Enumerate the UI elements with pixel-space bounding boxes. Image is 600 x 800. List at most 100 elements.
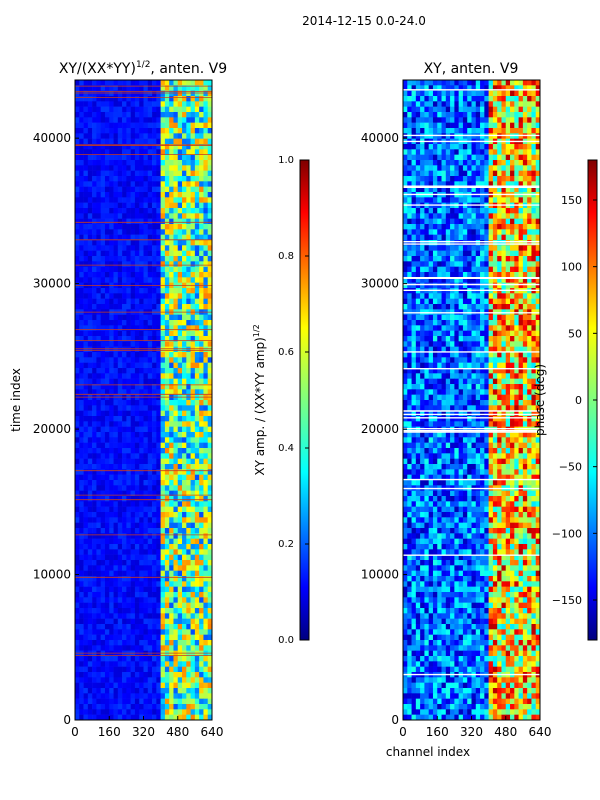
heatmap-cell [79, 570, 84, 577]
heatmap-cell [134, 106, 140, 113]
heatmap-cell [92, 405, 97, 411]
heatmap-cell [437, 117, 442, 123]
heatmap-cell [207, 629, 212, 635]
heatmap-cell [535, 170, 540, 177]
heatmap-cell [190, 384, 196, 390]
heatmap-cell [160, 688, 166, 694]
heatmap-cell [87, 554, 93, 561]
heatmap-cell [143, 618, 149, 625]
heatmap-cell [113, 693, 119, 699]
heatmap-cell [510, 128, 515, 134]
heatmap-cell [152, 288, 157, 294]
heatmap-cell [147, 101, 153, 107]
heatmap-cell [122, 122, 127, 129]
heatmap-cell [87, 709, 93, 715]
heatmap-cell [484, 90, 489, 97]
heatmap-cell [156, 186, 161, 193]
heatmap-cell [134, 688, 140, 694]
heatmap-cell [194, 144, 200, 150]
heatmap-cell [203, 320, 209, 326]
heatmap-cell [169, 186, 174, 193]
heatmap-cell [450, 218, 455, 225]
heatmap-cell [139, 517, 144, 523]
heatmap-cell [445, 133, 451, 139]
heatmap-cell [117, 645, 123, 651]
heatmap-cell [186, 586, 191, 593]
heatmap-cell [194, 597, 200, 603]
heatmap-cell [199, 117, 204, 123]
heatmap-cell [143, 522, 149, 529]
heatmap-cell [190, 224, 196, 230]
heatmap-cell [139, 586, 144, 593]
heatmap-cell [113, 576, 119, 582]
heatmap-cell [104, 576, 110, 582]
heatmap-cell [134, 528, 140, 534]
heatmap-cell [484, 181, 489, 187]
heatmap-cell [510, 96, 515, 102]
heatmap-cell [79, 554, 84, 561]
heatmap-cell [109, 288, 114, 294]
heatmap-cell [96, 208, 101, 214]
heatmap-cell [415, 245, 421, 251]
heatmap-cell [122, 464, 127, 470]
heatmap-cell [156, 181, 161, 187]
heatmap-cell [177, 208, 183, 214]
heatmap-cell [199, 485, 204, 491]
heatmap-cell [75, 304, 80, 310]
heatmap-cell [207, 570, 212, 577]
heatmap-cell [134, 432, 140, 438]
heatmap-cell [156, 490, 161, 497]
heatmap-cell [92, 661, 97, 667]
heatmap-cell [100, 128, 106, 134]
heatmap-cell [169, 501, 174, 507]
heatmap-cell [79, 576, 84, 582]
heatmap-cell [514, 154, 519, 161]
heatmap-cell [199, 256, 204, 262]
heatmap-cell [194, 234, 200, 241]
heatmap-cell [207, 645, 212, 651]
heatmap-cell [164, 186, 170, 193]
heatmap-cell [164, 128, 170, 134]
heatmap-cell [75, 549, 80, 555]
heatmap-cell [190, 544, 196, 550]
heatmap-cell [164, 192, 170, 198]
heatmap-cell [424, 165, 429, 171]
heatmap-cell [462, 112, 468, 118]
heatmap-cell [169, 261, 174, 267]
heatmap-cell [177, 576, 183, 582]
heatmap-cell [522, 240, 528, 246]
heatmap-cell [147, 336, 153, 342]
heatmap-cell [92, 176, 97, 182]
heatmap-cell [139, 565, 144, 571]
heatmap-cell [203, 624, 209, 630]
heatmap-cell [475, 250, 481, 257]
heatmap-cell [182, 538, 187, 545]
heatmap-cell [87, 389, 93, 395]
heatmap-cell [203, 90, 209, 97]
heatmap-cell [126, 458, 131, 465]
heatmap-cell [190, 181, 196, 187]
heatmap-cell [152, 128, 157, 134]
heatmap-cell [83, 320, 89, 326]
heatmap-cell [122, 437, 127, 443]
heatmap-cell [445, 245, 451, 251]
heatmap-cell [445, 90, 451, 97]
heatmap-cell [164, 373, 170, 379]
heatmap-cell [462, 117, 468, 123]
heatmap-cell [147, 512, 153, 518]
heatmap-cell [152, 624, 157, 630]
heatmap-cell [169, 666, 174, 673]
heatmap-cell [203, 160, 209, 166]
heatmap-cell [207, 112, 212, 118]
heatmap-cell [100, 688, 106, 694]
heatmap-cell [147, 554, 153, 561]
heatmap-cell [203, 581, 209, 587]
heatmap-cell [207, 672, 212, 678]
heatmap-cell [510, 133, 515, 139]
heatmap-cell [79, 400, 84, 406]
heatmap-cell [186, 400, 191, 406]
heatmap-cell [194, 613, 200, 619]
heatmap-cell [177, 570, 183, 577]
heatmap-cell [156, 672, 161, 678]
heatmap-cell [160, 186, 166, 193]
